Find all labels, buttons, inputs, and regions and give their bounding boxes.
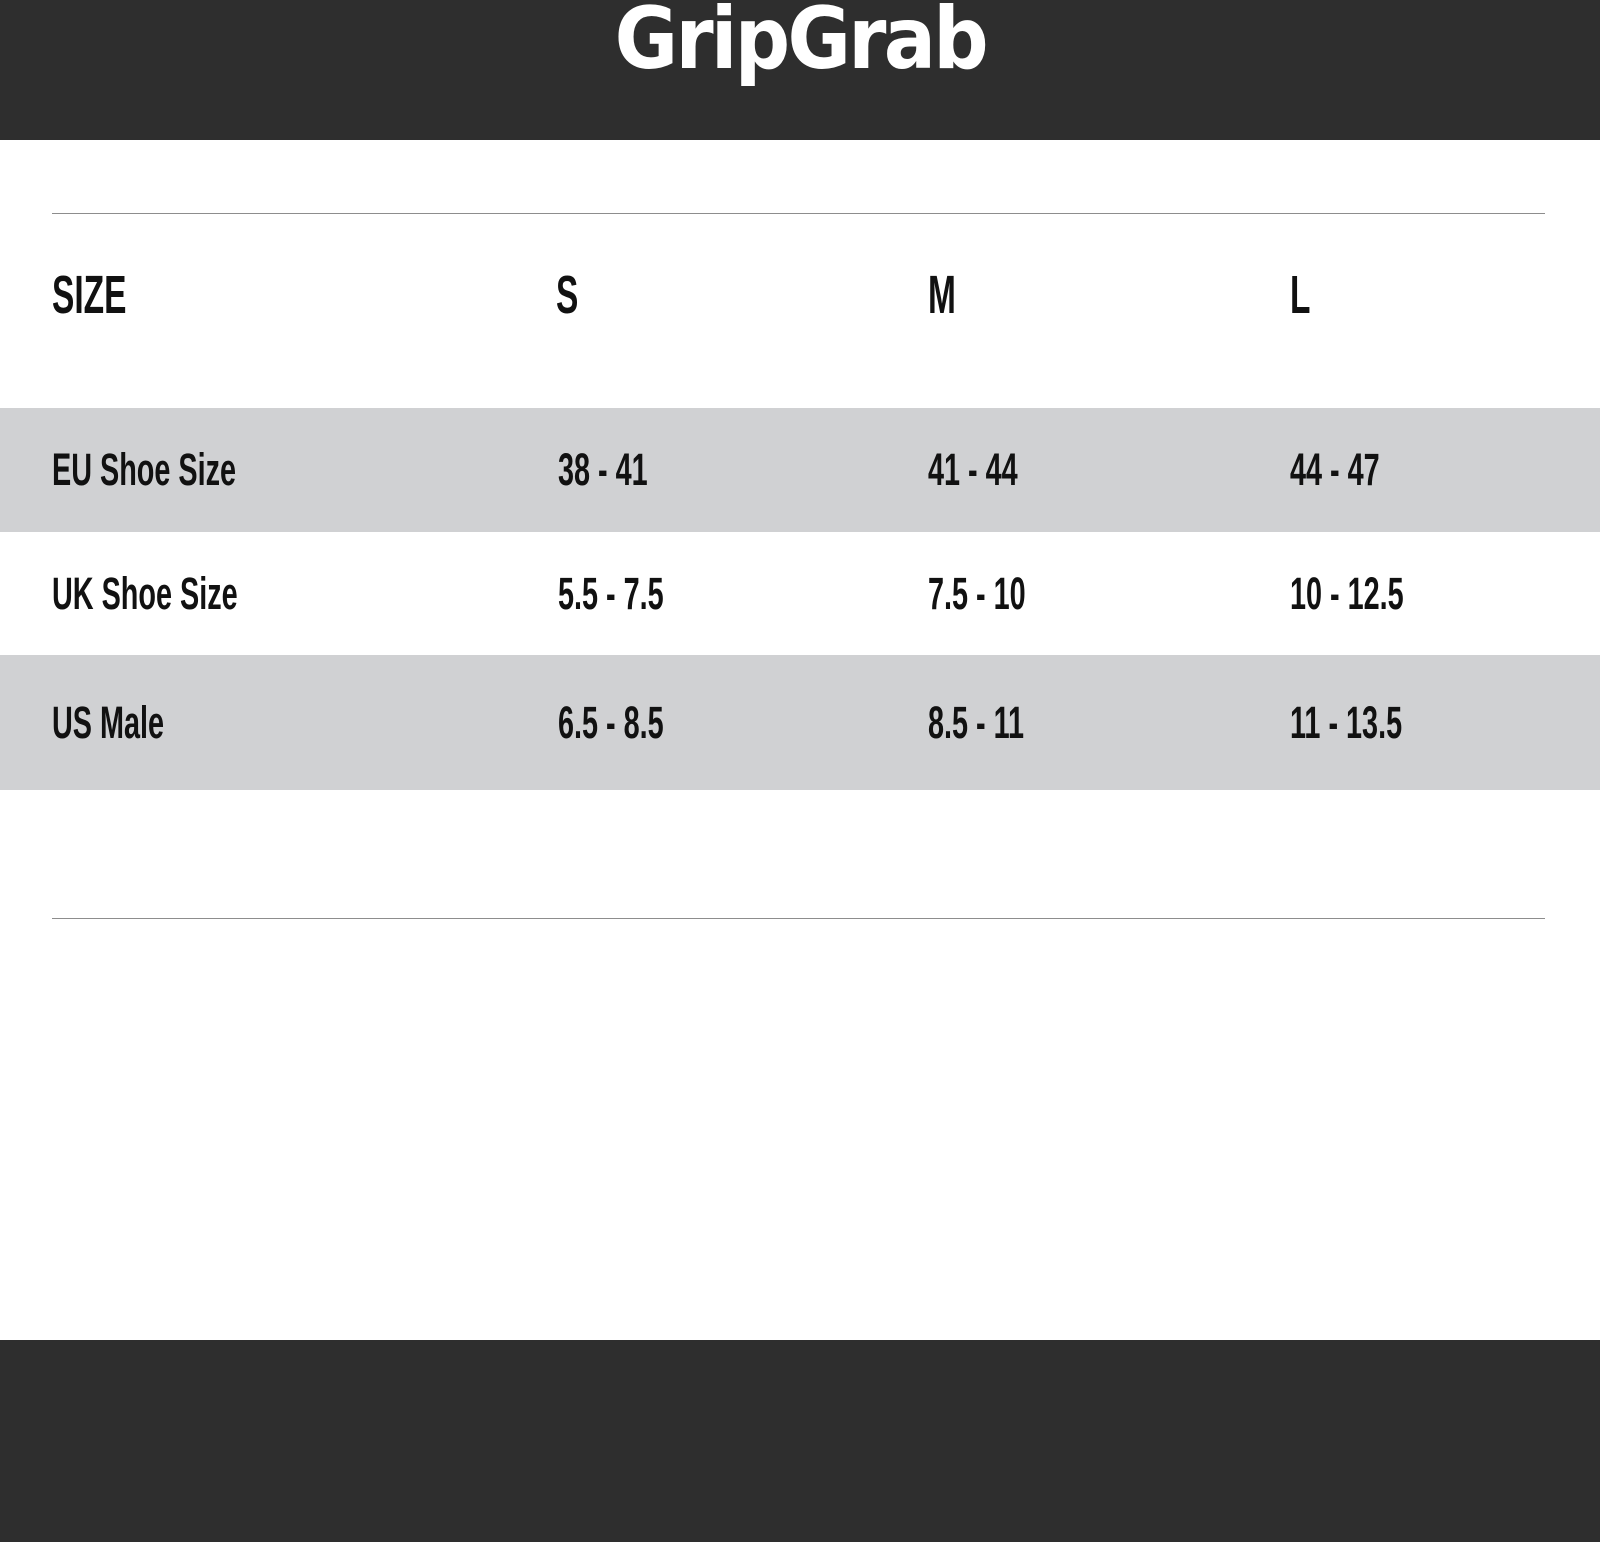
- table-header-row: SIZE S M L: [52, 265, 1311, 325]
- row-label-us-male: US Male: [52, 696, 165, 748]
- table-row: US Male 6.5 - 8.5 8.5 - 11 11 - 13.5: [0, 655, 1600, 790]
- row-label-eu-shoe-size: EU Shoe Size: [52, 444, 237, 495]
- table-bottom-rule: [52, 918, 1545, 919]
- gripgrab-logo: GripGrab: [614, 0, 988, 89]
- table-row: EU Shoe Size 38 - 41 41 - 44 44 - 47: [0, 408, 1600, 532]
- table-row: UK Shoe Size 5.5 - 7.5 7.5 - 10 10 - 12.…: [0, 532, 1600, 655]
- row-label-uk-shoe-size: UK Shoe Size: [52, 567, 238, 619]
- brand-header-bar: GripGrab: [0, 0, 1600, 140]
- column-header-size: SIZE: [52, 265, 127, 325]
- size-table: SIZE S M L EU Shoe Size 38 - 41 41 - 44 …: [0, 140, 1600, 1340]
- table-top-rule: [52, 213, 1545, 214]
- footer-bar: [0, 1340, 1600, 1542]
